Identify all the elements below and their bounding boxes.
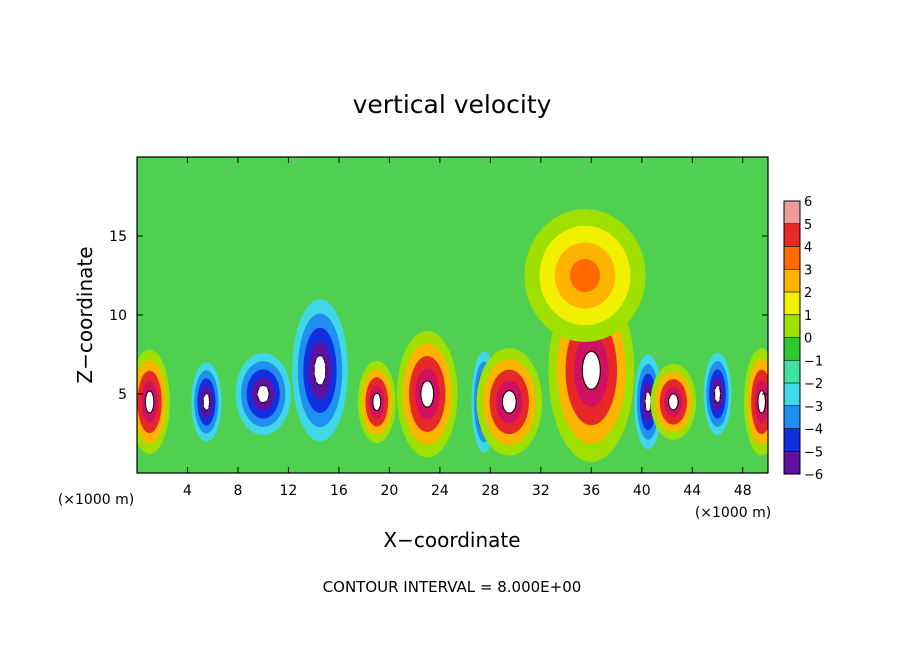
colorbar-swatch [784,428,800,452]
x-tick-label: 28 [481,483,499,499]
field-feature-downdraft [235,352,291,436]
colorbar-label: −4 [804,423,823,438]
y-axis: 5 10 15 [109,229,768,403]
colorbar-swatch [784,246,800,270]
colorbar-swatch [784,360,800,384]
colorbar-label: −5 [804,445,823,460]
contour-band [668,394,678,410]
y-tick-label: 15 [109,229,127,245]
colorbar-label: −6 [804,468,823,483]
contour-band [257,385,269,403]
field-feature-downdraft [292,299,348,442]
chart-title: vertical velocity [353,90,552,119]
colorbar-swatch [784,223,800,247]
x-tick-label: 16 [330,483,348,499]
field-feature-updraft [744,348,768,456]
contour-band [145,391,154,413]
field-feature-downdraft [634,354,662,450]
field-feature-downdraft [703,352,732,436]
colorbar-label: 2 [804,286,812,301]
colorbar-label: 4 [804,241,812,256]
x-tick-label: 36 [582,483,600,499]
field-layer [137,209,768,462]
colorbar-label: 1 [804,309,812,324]
x-unit-right: (×1000 m) [695,505,771,521]
colorbar-label: −2 [804,377,823,392]
colorbar-label: 5 [804,218,812,233]
x-tick-label: 8 [233,483,242,499]
colorbar-label: 3 [804,263,812,278]
colorbar-swatch [784,292,800,316]
x-tick-label: 12 [280,483,298,499]
colorbar-swatch [784,269,800,293]
contour-band [645,392,651,412]
contour-band [314,356,326,385]
contour-interval-note: CONTOUR INTERVAL = 8.000E+00 [323,578,582,596]
y-axis-label: Z−coordinate [73,246,97,383]
colorbar-swatch [784,314,800,338]
contour-band [421,381,434,407]
x-tick-label: 44 [683,483,701,499]
contour-line [714,384,721,404]
field-feature-updraft [137,349,170,455]
contour-band [569,258,601,293]
contour-band [758,391,766,413]
colorbar-swatch [784,337,800,361]
field-feature-downdraft [191,362,222,442]
x-tick-label: 40 [633,483,651,499]
x-unit-left: (×1000 m) [58,492,134,508]
contour-band [203,394,210,410]
y-tick-label: 5 [118,387,127,403]
contour-line [668,393,679,411]
x-axis: 4 8 12 16 20 24 28 32 36 40 44 48 [183,157,752,499]
x-tick-label: 20 [380,483,398,499]
contour-line [420,380,435,408]
colorbar-swatch [784,451,800,474]
colorbar: 6 5 4 3 2 1 0 −1 −2 −3 −4 −5 −6 [783,195,823,483]
field-feature-updraft [396,330,458,458]
x-tick-label: 24 [431,483,449,499]
contour-band [502,391,516,413]
contour-line [256,384,270,404]
colorbar-swatch [784,405,800,429]
colorbar-label: 0 [804,332,812,347]
contour-line [144,390,155,414]
colorbar-swatch [784,201,800,225]
contour-line [581,350,601,391]
contour-band [372,393,381,411]
contour-line [313,354,327,386]
field-feature-updraft_aloft [524,209,646,342]
colorbar-label: −3 [804,400,823,415]
contour-band [714,385,721,403]
contour-band [582,351,600,389]
x-tick-label: 32 [532,483,550,499]
colorbar-swatch [784,383,800,407]
x-axis-label: X−coordinate [383,528,520,552]
colorbar-label: −1 [804,354,823,369]
contour-line [372,392,382,412]
contour-line [757,390,766,414]
colorbar-label: 6 [804,195,812,210]
field-feature-updraft [650,363,697,440]
x-tick-label: 4 [183,483,192,499]
field-feature-updraft [476,348,543,456]
field-feature-updraft [357,360,396,443]
contour-line [501,390,517,414]
contour-line [202,393,211,411]
plot-area [137,157,768,473]
y-tick-label: 10 [109,308,127,324]
x-tick-label: 48 [734,483,752,499]
